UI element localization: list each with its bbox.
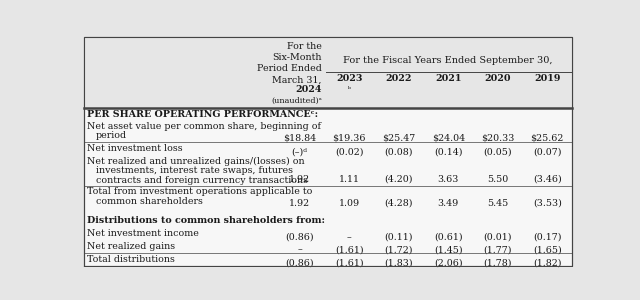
- Text: $24.04: $24.04: [431, 133, 465, 142]
- Text: 2024: 2024: [296, 85, 322, 94]
- Text: (1.61): (1.61): [335, 259, 364, 268]
- Text: 2021: 2021: [435, 74, 461, 83]
- Text: (0.02): (0.02): [335, 148, 364, 157]
- Text: (3.53): (3.53): [533, 199, 562, 208]
- Text: March 31,: March 31,: [273, 76, 322, 85]
- Text: (0.01): (0.01): [483, 233, 512, 242]
- Text: 5.50: 5.50: [487, 175, 508, 184]
- Text: contracts and foreign currency transactions: contracts and foreign currency transacti…: [96, 176, 308, 184]
- Text: 3.49: 3.49: [438, 199, 459, 208]
- Text: Total from investment operations applicable to: Total from investment operations applica…: [87, 187, 312, 196]
- Text: Period Ended: Period Ended: [257, 64, 322, 74]
- Text: 1.09: 1.09: [339, 199, 360, 208]
- Text: 3.63: 3.63: [438, 175, 459, 184]
- Text: 1.92: 1.92: [289, 175, 310, 184]
- Text: (unaudited)ᵃ: (unaudited)ᵃ: [271, 97, 322, 104]
- Text: (1.82): (1.82): [533, 259, 561, 268]
- Text: 5.45: 5.45: [487, 199, 508, 208]
- Text: period: period: [96, 131, 127, 140]
- Text: (0.05): (0.05): [483, 148, 512, 157]
- Text: 2023: 2023: [336, 74, 362, 83]
- Text: Net investment income: Net investment income: [87, 229, 199, 238]
- Text: (1.77): (1.77): [483, 246, 512, 255]
- Text: investments, interest rate swaps, futures: investments, interest rate swaps, future…: [96, 166, 293, 175]
- Text: Net investment loss: Net investment loss: [87, 144, 182, 153]
- Text: (0.61): (0.61): [434, 233, 463, 242]
- Text: (0.86): (0.86): [285, 259, 314, 268]
- Text: For the: For the: [287, 42, 322, 51]
- Text: (0.14): (0.14): [434, 148, 463, 157]
- Text: $25.47: $25.47: [382, 133, 415, 142]
- Text: Total distributions: Total distributions: [87, 255, 175, 264]
- Text: (1.83): (1.83): [385, 259, 413, 268]
- Text: Net asset value per common share, beginning of: Net asset value per common share, beginn…: [87, 122, 321, 130]
- Text: (0.86): (0.86): [285, 233, 314, 242]
- Text: 2019: 2019: [534, 74, 561, 83]
- Text: $25.62: $25.62: [531, 133, 564, 142]
- Text: 1.11: 1.11: [339, 175, 360, 184]
- Text: common shareholders: common shareholders: [96, 196, 203, 206]
- Text: (0.07): (0.07): [533, 148, 561, 157]
- Text: (0.08): (0.08): [385, 148, 413, 157]
- Text: (1.61): (1.61): [335, 246, 364, 255]
- Text: (–)ᵈ: (–)ᵈ: [292, 148, 308, 157]
- Text: (0.17): (0.17): [533, 233, 561, 242]
- Text: ᵇ: ᵇ: [348, 86, 351, 94]
- Text: 2022: 2022: [385, 74, 412, 83]
- Text: For the Fiscal Years Ended September 30,: For the Fiscal Years Ended September 30,: [344, 56, 553, 64]
- Text: (3.46): (3.46): [533, 175, 562, 184]
- Text: (1.45): (1.45): [434, 246, 463, 255]
- Text: (1.78): (1.78): [483, 259, 512, 268]
- Text: –: –: [347, 233, 351, 242]
- Text: Six-Month: Six-Month: [273, 53, 322, 62]
- Text: –: –: [298, 246, 302, 255]
- Text: 1.92: 1.92: [289, 199, 310, 208]
- Text: $20.33: $20.33: [481, 133, 515, 142]
- Text: PER SHARE OPERATING PERFORMANCEᶜ:: PER SHARE OPERATING PERFORMANCEᶜ:: [87, 110, 318, 118]
- Text: (2.06): (2.06): [434, 259, 463, 268]
- Text: $18.84: $18.84: [283, 133, 316, 142]
- Text: Net realized and unrealized gains/(losses) on: Net realized and unrealized gains/(losse…: [87, 157, 305, 166]
- Text: Distributions to common shareholders from:: Distributions to common shareholders fro…: [87, 216, 325, 225]
- Text: (0.11): (0.11): [385, 233, 413, 242]
- Text: (4.20): (4.20): [385, 175, 413, 184]
- Text: (4.28): (4.28): [385, 199, 413, 208]
- Text: (1.65): (1.65): [533, 246, 562, 255]
- Text: Net realized gains: Net realized gains: [87, 242, 175, 251]
- Text: (1.72): (1.72): [385, 246, 413, 255]
- Text: $19.36: $19.36: [332, 133, 366, 142]
- Text: 2020: 2020: [484, 74, 511, 83]
- Bar: [84, 37, 572, 108]
